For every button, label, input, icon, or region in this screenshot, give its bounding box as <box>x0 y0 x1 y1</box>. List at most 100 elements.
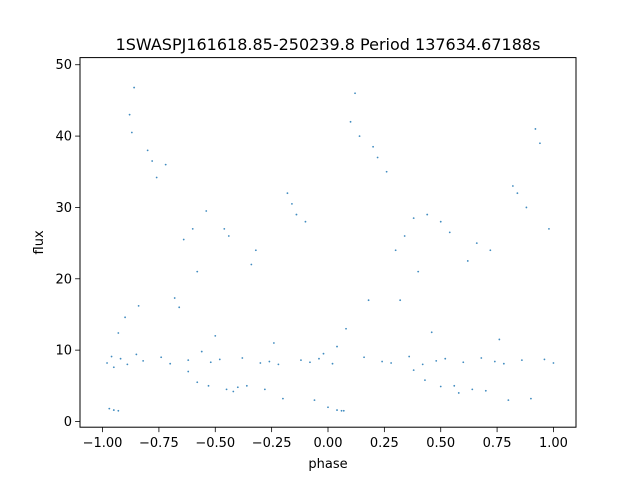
data-point <box>516 192 519 195</box>
data-point <box>106 362 108 364</box>
data-point <box>225 388 228 391</box>
data-point <box>462 361 465 364</box>
data-point <box>453 384 456 387</box>
data-point <box>421 363 424 366</box>
data-point <box>112 409 115 411</box>
data-point <box>381 360 384 363</box>
data-point <box>117 409 120 412</box>
data-point <box>205 210 208 212</box>
data-point <box>417 270 420 273</box>
x-tick-label: 0.50 <box>426 436 455 451</box>
data-point <box>191 227 194 230</box>
data-point <box>304 220 307 223</box>
data-point <box>426 213 429 216</box>
data-point <box>272 342 275 344</box>
data-point <box>363 356 365 359</box>
data-point <box>511 185 514 187</box>
data-point <box>318 357 320 360</box>
data-point <box>209 361 212 364</box>
data-point <box>187 370 190 373</box>
y-tick-label: 20 <box>55 272 72 287</box>
data-point <box>412 217 415 220</box>
data-point <box>507 399 510 401</box>
data-point <box>439 220 442 223</box>
x-tick-label: −0.50 <box>195 436 235 451</box>
data-point <box>466 260 469 262</box>
data-point <box>448 231 451 234</box>
data-point <box>124 316 126 319</box>
data-point <box>530 397 532 400</box>
chart-title: 1SWASPJ161618.85-250239.8 Period 137634.… <box>116 35 541 54</box>
data-point <box>286 192 289 195</box>
data-point <box>403 235 406 237</box>
data-point <box>322 352 325 355</box>
data-point <box>439 385 442 388</box>
data-point <box>263 388 266 391</box>
data-points <box>106 86 555 412</box>
data-point <box>548 227 550 230</box>
y-tick-label: 10 <box>55 344 72 359</box>
data-point <box>543 358 546 361</box>
data-point <box>484 389 487 392</box>
data-point <box>250 263 253 266</box>
data-point <box>128 113 131 116</box>
data-point <box>340 409 343 412</box>
data-point <box>277 363 280 366</box>
data-point <box>214 334 217 337</box>
data-point <box>178 306 181 309</box>
x-tick-label: 0.00 <box>314 436 343 451</box>
data-point <box>489 249 492 252</box>
data-point <box>126 363 129 366</box>
data-point <box>142 359 145 362</box>
data-point <box>196 381 199 384</box>
data-point <box>227 235 230 237</box>
data-point <box>137 305 140 307</box>
data-point <box>259 362 262 364</box>
x-tick-label: −0.25 <box>252 436 292 451</box>
data-point <box>457 392 460 394</box>
data-point <box>117 332 120 334</box>
data-point <box>169 362 172 365</box>
data-point <box>291 202 293 205</box>
data-point <box>300 359 302 362</box>
data-point <box>282 397 284 400</box>
data-point <box>110 355 113 358</box>
data-point <box>412 369 415 372</box>
data-point <box>108 407 111 410</box>
data-point <box>119 357 122 360</box>
data-point <box>408 355 411 358</box>
y-axis-label: flux <box>32 230 47 254</box>
data-point <box>236 386 239 389</box>
data-point <box>187 359 190 362</box>
y-tick-label: 50 <box>55 58 72 73</box>
data-point <box>182 238 185 241</box>
y-tick-label: 0 <box>64 415 72 430</box>
x-tick-label: 0.25 <box>370 436 399 451</box>
data-point <box>390 362 393 364</box>
data-point <box>336 409 338 411</box>
data-point <box>385 170 388 173</box>
data-point <box>155 176 158 179</box>
data-point <box>471 388 474 391</box>
data-point <box>130 131 133 134</box>
data-point <box>444 357 447 360</box>
data-point <box>349 120 352 123</box>
x-tick-label: −0.75 <box>139 436 179 451</box>
data-point <box>327 406 329 409</box>
data-point <box>394 249 397 252</box>
data-point <box>424 379 426 382</box>
data-point <box>498 338 501 341</box>
data-point <box>313 399 316 401</box>
data-point <box>268 360 271 363</box>
data-point <box>146 149 149 152</box>
data-point <box>200 350 203 353</box>
data-point <box>164 163 167 166</box>
data-point <box>525 206 528 209</box>
data-point <box>358 135 361 137</box>
data-point <box>539 142 541 145</box>
data-point <box>207 384 210 387</box>
data-point <box>534 128 537 130</box>
data-point <box>480 357 483 359</box>
data-point <box>196 270 199 273</box>
